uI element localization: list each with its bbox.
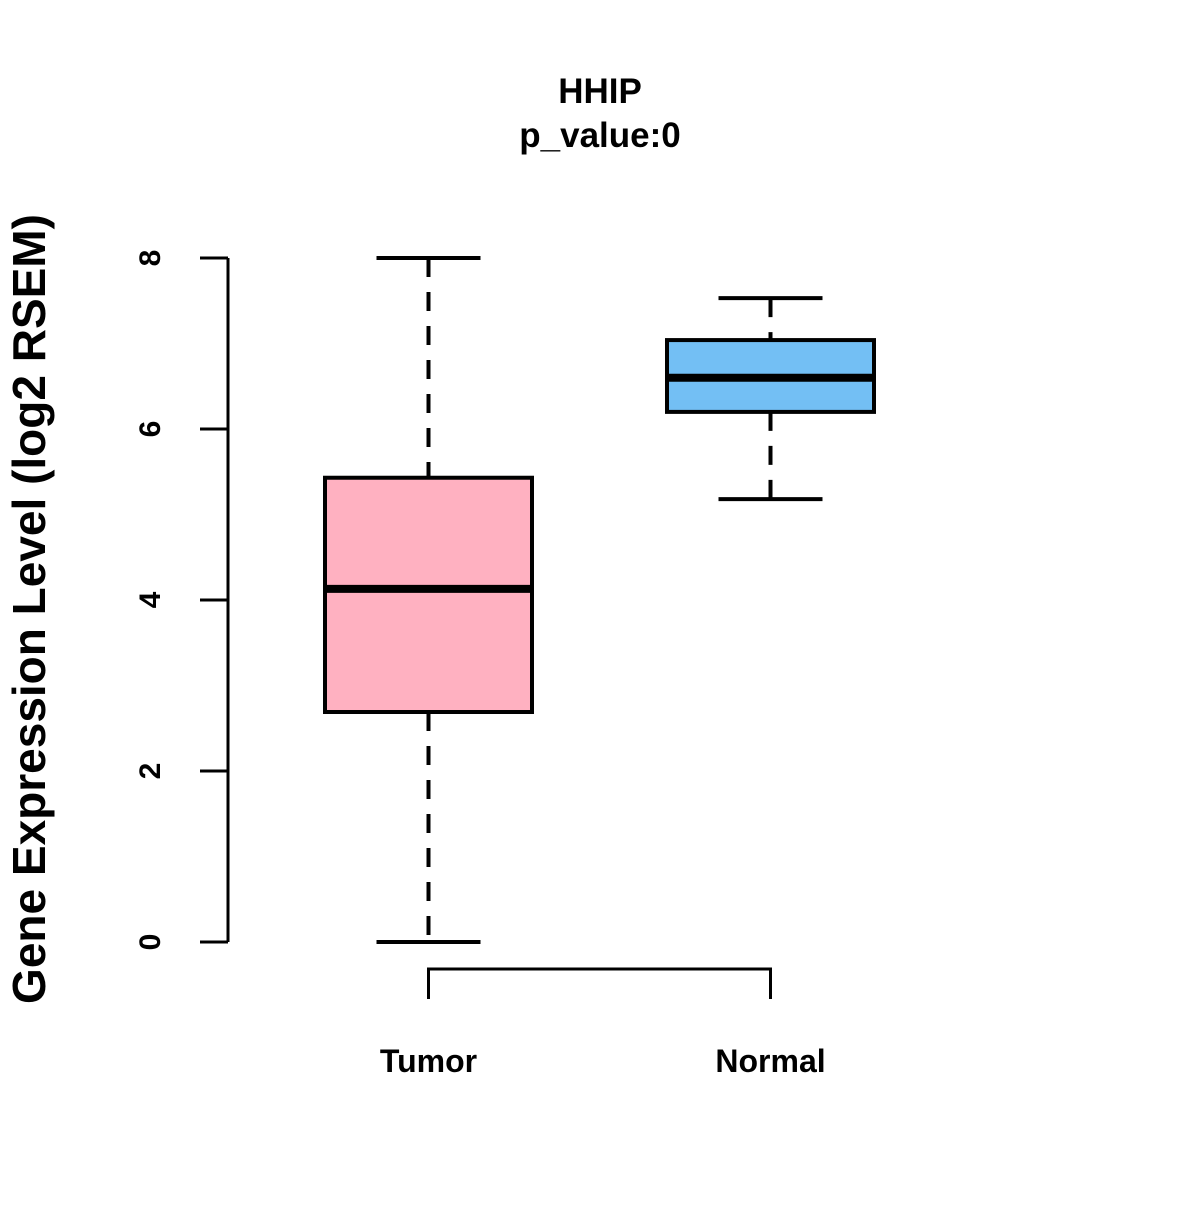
plot-area: 0 2 4 6 8 Tumor Normal [134, 250, 876, 1079]
chart-subtitle: p_value:0 [519, 116, 680, 155]
category-label-normal: Normal [715, 1043, 825, 1079]
y-axis-tick-label: 0 [134, 934, 167, 951]
y-axis-tick-label: 6 [134, 421, 167, 438]
y-axis-tick-label: 4 [134, 591, 167, 608]
y-axis-tick-label: 2 [134, 763, 167, 780]
y-axis-tick-label: 8 [134, 250, 167, 267]
y-axis-label: Gene Expression Level (log2 RSEM) [3, 214, 55, 1004]
box-tumor [323, 475, 534, 715]
x-axis-bracket [427, 967, 772, 999]
chart-title: HHIP [558, 72, 642, 111]
category-label-tumor: Tumor [380, 1043, 477, 1079]
